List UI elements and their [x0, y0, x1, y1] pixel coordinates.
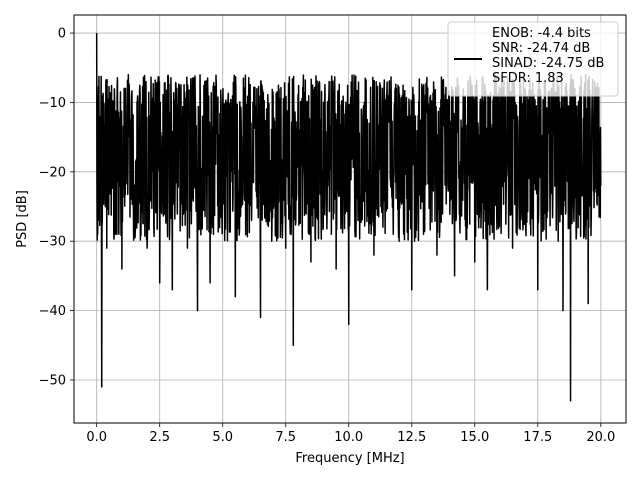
x-axis-label: Frequency [MHz]: [295, 451, 404, 466]
plot-frame: [73, 14, 627, 424]
y-tick-label: −30: [39, 235, 66, 250]
series-layer: [95, 33, 602, 402]
legend-sfdr: SFDR: 1.83: [492, 71, 564, 86]
x-tick-label: 5.0: [212, 430, 233, 445]
x-tick-label: 12.5: [397, 430, 426, 445]
y-tick-label: −40: [39, 304, 66, 319]
legend: ENOB: -4.4 bits SNR: -24.74 dB SINAD: -2…: [447, 21, 619, 97]
x-tick-label: 2.5: [149, 430, 170, 445]
legend-box: [447, 21, 619, 97]
y-tick-label: −50: [39, 373, 66, 388]
legend-snr: SNR: -24.74 dB: [492, 41, 590, 56]
y-axis-ticks: 0 −10 −20 −30 −40 −50: [39, 27, 74, 388]
y-tick-label: 0: [58, 27, 66, 42]
x-tick-label: 20.0: [586, 430, 615, 445]
legend-enob: ENOB: -4.4 bits: [492, 26, 591, 41]
x-axis-ticks: 0.0 2.5 5.0 7.5 10.0 12.5 15.0 17.5 20.0: [86, 423, 615, 445]
psd-series-line: [95, 33, 602, 402]
y-tick-label: −20: [39, 165, 66, 180]
x-tick-label: 10.0: [334, 430, 363, 445]
legend-sinad: SINAD: -24.75 dB: [492, 56, 604, 71]
y-tick-label: −10: [39, 96, 66, 111]
x-tick-label: 15.0: [460, 430, 489, 445]
y-axis-label: PSD [dB]: [15, 190, 30, 248]
x-tick-label: 7.5: [275, 430, 296, 445]
x-tick-label: 0.0: [86, 430, 107, 445]
x-tick-label: 17.5: [523, 430, 552, 445]
